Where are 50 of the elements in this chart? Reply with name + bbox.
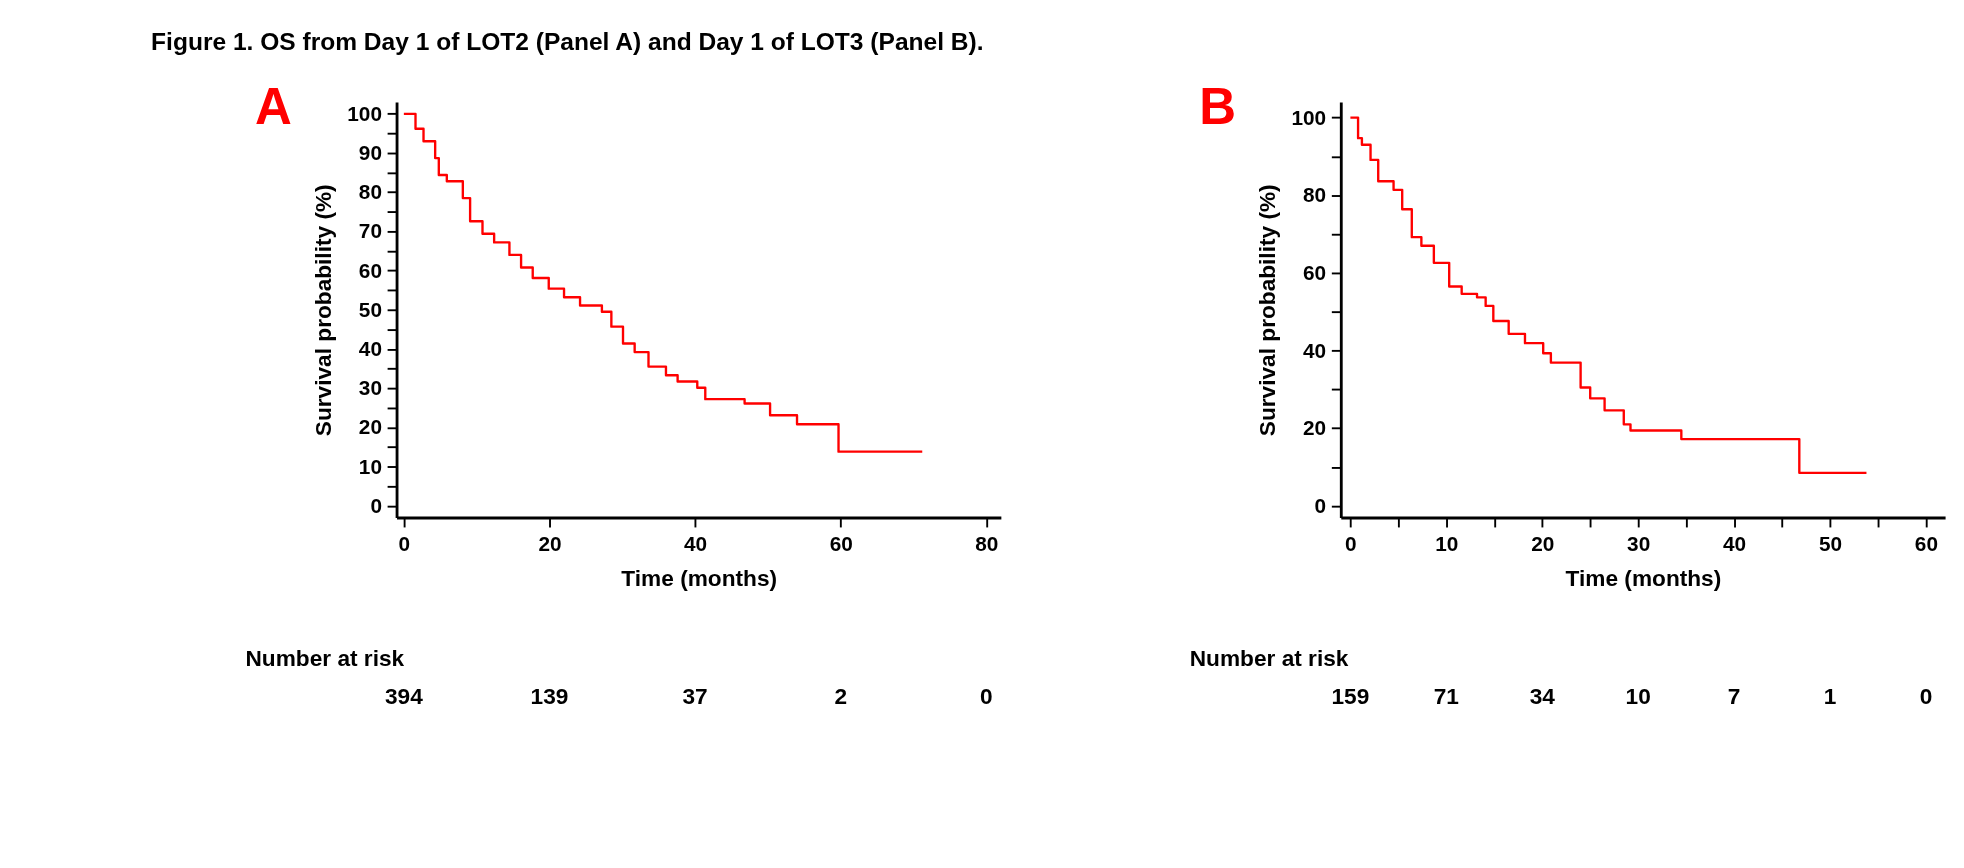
y-tick-label: 60 xyxy=(358,258,382,282)
y-tick-label: 100 xyxy=(347,101,382,125)
y-tick-label: 50 xyxy=(358,297,382,321)
y-tick-label: 80 xyxy=(358,180,382,204)
y-tick-label: 40 xyxy=(358,337,382,361)
y-tick-label: 80 xyxy=(1303,183,1327,207)
y-tick-label: 100 xyxy=(1291,105,1327,129)
text: 71 xyxy=(1433,682,1459,709)
y-tick-label: 0 xyxy=(1314,493,1327,517)
chart-title: Figure 1. OS from Day 1 of LOT2 (Panel A) and Day 1 of LOT3 (Panel B). xyxy=(151,28,984,56)
text: Number at risk xyxy=(1189,644,1349,671)
text: 1 xyxy=(1823,682,1837,709)
x-tick-label: 10 xyxy=(1435,532,1459,556)
text: Number at risk xyxy=(245,644,405,671)
y-tick-label: 70 xyxy=(358,219,382,243)
x-axis-title: Time (months) xyxy=(1565,564,1722,591)
x-tick-label: 60 xyxy=(1914,532,1938,556)
text: 2 xyxy=(834,682,848,709)
text: A xyxy=(254,77,292,135)
x-tick-label: 40 xyxy=(1723,532,1747,556)
text: 159 xyxy=(1331,682,1370,709)
y-tick-label: 20 xyxy=(1303,416,1327,440)
y-tick-label: 0 xyxy=(370,493,382,517)
y-tick-label: 60 xyxy=(1303,260,1327,284)
x-tick-label: 40 xyxy=(684,532,708,556)
y-tick-label: 30 xyxy=(358,376,382,400)
x-tick-label: 0 xyxy=(1345,532,1357,556)
y-axis-title: Survival probability (%) xyxy=(310,184,337,437)
text: 0 xyxy=(980,682,993,709)
y-axis-title: Survival probability (%) xyxy=(1254,184,1281,437)
y-tick-label: 40 xyxy=(1303,338,1327,362)
y-tick-label: 90 xyxy=(358,141,382,165)
x-tick-label: 0 xyxy=(398,532,411,556)
y-tick-label: 20 xyxy=(358,415,382,439)
text: 0 xyxy=(1919,682,1933,709)
x-tick-label: 80 xyxy=(975,532,999,556)
text: B xyxy=(1199,77,1236,135)
text: 139 xyxy=(530,682,569,709)
text: 34 xyxy=(1529,682,1556,709)
y-tick-label: 10 xyxy=(358,454,382,478)
x-tick-label: 20 xyxy=(538,532,562,556)
x-tick-label: 30 xyxy=(1627,532,1651,556)
x-tick-label: 20 xyxy=(1531,532,1555,556)
text: 37 xyxy=(682,682,708,709)
text: 394 xyxy=(384,682,424,709)
text: 7 xyxy=(1727,682,1741,709)
x-axis-title: Time (months) xyxy=(621,564,778,591)
text: 10 xyxy=(1625,682,1651,709)
x-tick-label: 60 xyxy=(829,532,853,556)
x-tick-label: 50 xyxy=(1818,532,1843,556)
